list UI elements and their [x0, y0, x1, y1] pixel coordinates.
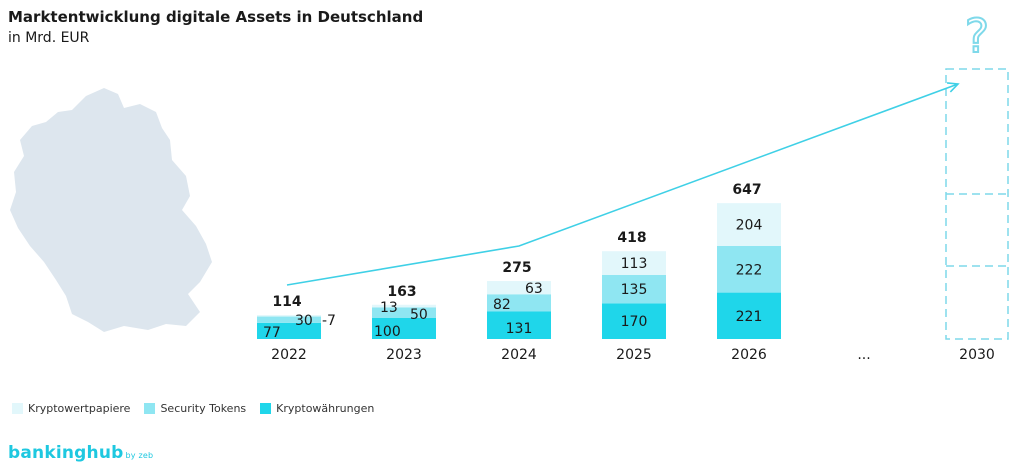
total-label-2024: 275	[502, 260, 531, 276]
total-label-2023: 163	[387, 284, 416, 300]
legend-item-kryptowertpapiere: Kryptowertpapiere	[12, 402, 130, 415]
category-label-2023: 2023	[386, 347, 422, 363]
bar-2025-kryptowaehrungen	[602, 303, 666, 339]
value-label-2025-security-tokens: 135	[621, 282, 648, 298]
bar-2026-kryptowertpapiere	[717, 203, 781, 246]
value-label-2024-kryptowaehrungen: 131	[506, 321, 533, 337]
total-label-2022: 114	[272, 294, 301, 310]
bar-2024-kryptowaehrungen	[487, 311, 551, 339]
legend-item-security-tokens: Security Tokens	[144, 402, 246, 415]
category-label-ellipsis: ...	[857, 347, 870, 363]
trend-line	[286, 83, 959, 286]
bar-2022-kryptowertpapiere	[257, 315, 321, 317]
bar-2026-security-tokens	[717, 245, 781, 293]
bar-2023-security-tokens	[372, 307, 436, 318]
legend-swatch-kryptowaehrungen	[260, 403, 272, 414]
bar-2023-kryptowertpapiere	[372, 304, 436, 308]
germany-map-icon	[10, 88, 212, 332]
total-label-2025: 418	[617, 230, 646, 246]
chart-title: Marktentwicklung digitale Assets in Deut…	[8, 8, 424, 26]
legend-label-security-tokens: Security Tokens	[160, 402, 247, 415]
trend-arrowhead-icon	[946, 82, 960, 93]
value-label-2026-kryptowaehrungen: 221	[736, 309, 763, 325]
legend-label-kryptowertpapiere: Kryptowertpapiere	[28, 402, 131, 415]
value-label-2024-security-tokens: 82	[493, 297, 511, 313]
bar-2023-kryptowaehrungen	[372, 318, 436, 339]
brand-logo: bankinghub by zeb	[8, 443, 153, 463]
value-label-2023-kryptowertpapiere: 13	[380, 300, 398, 316]
value-label-2022-kryptowaehrungen: 77	[263, 325, 281, 341]
bar-2024-security-tokens	[487, 294, 551, 312]
category-label-2025: 2025	[616, 347, 652, 363]
legend-swatch-security-tokens	[144, 403, 156, 414]
value-label-2022-security-tokens: 30	[295, 313, 313, 329]
value-label-2023-kryptowaehrungen: 100	[374, 324, 401, 340]
legend-swatch-kryptowertpapiere	[12, 403, 23, 414]
bar-2024-kryptowertpapiere	[487, 281, 551, 295]
legend: Kryptowertpapiere Security Tokens Krypto…	[12, 402, 374, 415]
value-label-2024-kryptowertpapiere: 63	[525, 281, 543, 297]
value-label-2023-security-tokens: 50	[410, 307, 428, 323]
chart-subtitle: in Mrd. EUR	[8, 30, 90, 46]
future-bar-outline	[945, 68, 1009, 340]
legend-label-kryptowaehrungen: Kryptowährungen	[276, 402, 375, 415]
bar-2025-kryptowertpapiere	[602, 251, 666, 275]
category-label-2026: 2026	[731, 347, 767, 363]
bar-2022-kryptowaehrungen	[257, 322, 321, 339]
category-label-2030: 2030	[959, 347, 995, 363]
bar-2022-security-tokens	[257, 316, 321, 323]
category-label-2022: 2022	[271, 347, 307, 363]
legend-item-kryptowaehrungen: Kryptowährungen	[260, 402, 374, 415]
category-label-2024: 2024	[501, 347, 537, 363]
brand-name: bankinghub	[8, 443, 124, 463]
value-label-2026-kryptowertpapiere: 204	[736, 218, 763, 234]
question-mark-icon: ?	[965, 9, 989, 63]
value-label-2025-kryptowaehrungen: 170	[621, 314, 648, 330]
value-label-2025-kryptowertpapiere: 113	[621, 256, 648, 272]
value-label-2022-kryptowertpapiere: -7	[322, 313, 336, 329]
bar-2026-kryptowaehrungen	[717, 292, 781, 339]
value-label-2026-security-tokens: 222	[736, 262, 763, 278]
total-label-2026: 647	[732, 182, 761, 198]
brand-suffix: by zeb	[125, 451, 154, 460]
bar-2025-security-tokens	[602, 274, 666, 304]
